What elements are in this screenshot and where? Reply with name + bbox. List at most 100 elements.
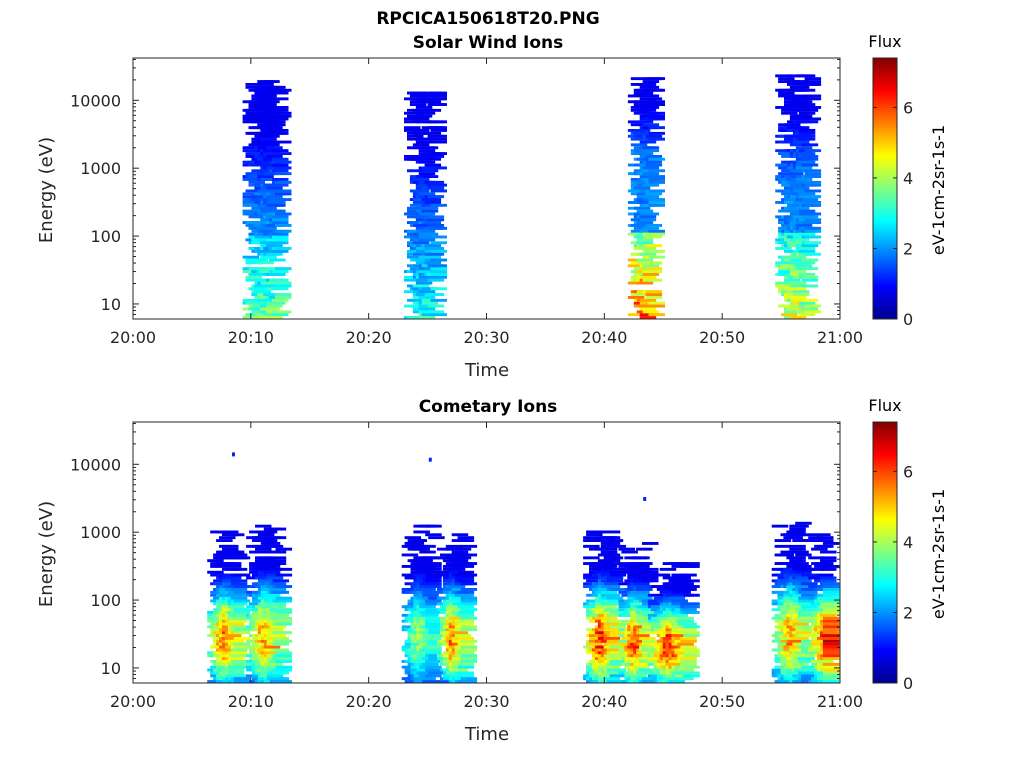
heatmap-cell [795, 576, 812, 580]
heatmap-cell [822, 631, 840, 635]
heatmap-cell [642, 570, 659, 574]
heatmap-cell [222, 582, 239, 586]
heatmap-cell [460, 645, 478, 649]
heatmap-cell [266, 304, 283, 308]
heatmap-cell [272, 232, 289, 236]
heatmap-cell [781, 160, 798, 164]
heatmap-cell [801, 258, 819, 262]
heatmap-cell [609, 619, 627, 623]
heatmap-cell [422, 634, 439, 637]
heatmap-cell [814, 533, 831, 537]
heatmap-cell [260, 160, 277, 164]
heatmap-cell [245, 203, 262, 207]
heatmap-cell [269, 634, 287, 637]
heatmap-cell [609, 651, 627, 655]
heatmap-cell [639, 218, 657, 222]
heatmap-cell [266, 186, 283, 190]
heatmap-cell [795, 224, 813, 227]
colorbar-title: Flux [868, 32, 901, 51]
heatmap-cell [266, 662, 284, 666]
heatmap-cell [771, 524, 789, 528]
heatmap-cell [412, 129, 430, 132]
heatmap-cell [674, 671, 691, 675]
heatmap-cell [425, 651, 442, 655]
heatmap-cell [639, 252, 657, 256]
heatmap-cell [269, 602, 287, 606]
heatmap-cell [421, 298, 439, 302]
heatmap-cell [428, 570, 445, 574]
heatmap-cell [275, 651, 293, 655]
heatmap-cell [251, 241, 268, 245]
heatmap-cell [275, 547, 293, 551]
heatmap-cell [415, 106, 433, 109]
heatmap-cell [263, 593, 281, 597]
heatmap-cell [424, 221, 442, 224]
heatmap-cell [242, 195, 260, 199]
heatmap-cell [419, 605, 436, 609]
heatmap-cell [795, 264, 813, 268]
heatmap-cell [275, 585, 293, 588]
heatmap-cell [232, 452, 235, 457]
heatmap-cell [633, 226, 651, 230]
heatmap-cell [822, 622, 840, 626]
heatmap-cell [425, 625, 442, 629]
heatmap-cell [789, 304, 807, 308]
heatmap-cell [606, 613, 624, 617]
heatmap-cell [457, 579, 475, 583]
heatmap-cell [677, 619, 694, 623]
heatmap-cell [822, 662, 840, 666]
heatmap-cell [589, 562, 606, 565]
heatmap-cell [789, 284, 807, 288]
heatmap-cell [630, 637, 647, 640]
heatmap-cell [409, 103, 427, 106]
heatmap-cell [633, 593, 650, 597]
heatmap-cell [817, 536, 834, 540]
heatmap-cell [451, 533, 469, 537]
heatmap-cell [822, 668, 840, 672]
heatmap-cell [418, 97, 436, 101]
heatmap-cell [418, 160, 436, 164]
heatmap-cell [648, 304, 665, 308]
heatmap-cell [266, 126, 283, 130]
heatmap-cell [787, 83, 804, 86]
heatmap-cell [266, 674, 284, 678]
heatmap-cell [804, 77, 822, 81]
heatmap-cell [683, 654, 700, 658]
heatmap-cell [639, 140, 657, 144]
heatmap-cell [781, 313, 798, 317]
heatmap-cell [457, 590, 475, 594]
x-tick-label: 20:00 [110, 692, 156, 711]
heatmap-cell [430, 241, 447, 245]
heatmap-cell [425, 590, 442, 594]
heatmap-cell [618, 562, 635, 565]
heatmap-cell [272, 91, 289, 95]
heatmap-cell [795, 585, 812, 588]
heatmap-cell [269, 85, 286, 89]
heatmap-cell [778, 88, 795, 92]
heatmap-cell [798, 313, 816, 317]
heatmap-cell [248, 267, 265, 271]
heatmap-cell [778, 267, 795, 271]
heatmap-cell [586, 579, 603, 583]
heatmap-cell [275, 224, 292, 227]
heatmap-cell [266, 88, 283, 92]
heatmap-cell [603, 562, 621, 565]
heatmap-cell [260, 229, 277, 233]
heatmap-cell [639, 316, 657, 319]
heatmap-cell [774, 590, 792, 594]
heatmap-cell [230, 553, 248, 557]
heatmap-cell [251, 206, 268, 210]
heatmap-cell [804, 212, 822, 216]
heatmap-cell [603, 567, 621, 571]
heatmap-cell [786, 573, 803, 577]
heatmap-cell [418, 238, 436, 242]
heatmap-cell [263, 134, 280, 138]
heatmap-cell [421, 206, 439, 210]
heatmap-cell [671, 562, 688, 565]
heatmap-cell [609, 660, 627, 663]
heatmap-cell [603, 622, 621, 626]
y-tick-labels: 10 100 1000 10000 [70, 455, 121, 678]
heatmap-cell [275, 665, 293, 669]
heatmap-cell [798, 599, 815, 603]
heatmap-cell [272, 579, 290, 583]
